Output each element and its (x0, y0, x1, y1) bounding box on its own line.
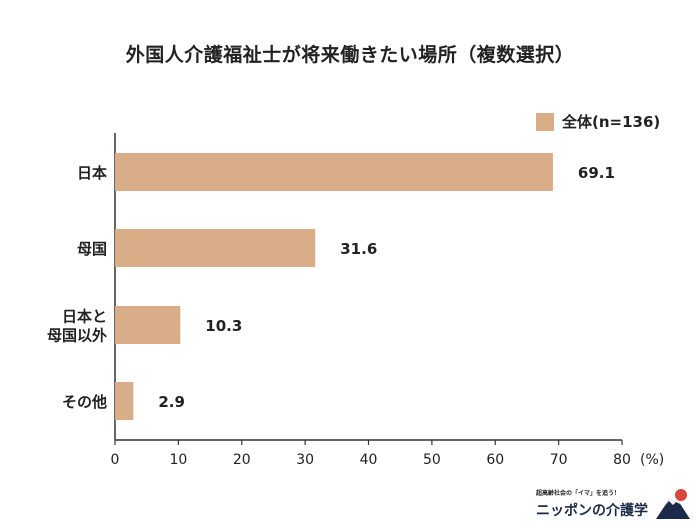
data-label: 31.6 (340, 240, 377, 258)
legend-swatch (536, 112, 554, 131)
category-label: その他 (62, 393, 107, 411)
x-tick-label: 70 (550, 452, 568, 468)
x-axis-unit: (%) (640, 452, 664, 468)
bar (115, 382, 134, 420)
data-label: 2.9 (158, 393, 185, 411)
bar (115, 153, 553, 191)
logo-tagline: 超高齢社会の「イマ」を追う！ (536, 490, 621, 497)
x-tick-label: 10 (169, 452, 187, 468)
data-label: 10.3 (205, 317, 242, 335)
x-tick-label: 20 (233, 452, 251, 468)
chart-title: 外国人介護福祉士が将来働きたい場所（複数選択） (125, 44, 575, 66)
bar (115, 229, 316, 267)
legend: 全体(n=136) (536, 111, 660, 132)
x-tick-label: 60 (486, 452, 504, 468)
logo-brand: ニッポンの介護学 (536, 503, 648, 519)
x-tick-label: 30 (296, 452, 314, 468)
legend-label: 全体(n=136) (562, 113, 661, 131)
mount-fuji-icon (656, 489, 690, 519)
x-tick-label: 50 (423, 452, 441, 468)
x-tick-label: 40 (360, 452, 378, 468)
category-label: 日本 (77, 164, 107, 182)
x-tick-label: 80 (613, 452, 631, 468)
bar (115, 306, 181, 344)
category-label: 母国 (77, 240, 107, 258)
data-label: 69.1 (578, 164, 615, 182)
x-tick-label: 0 (111, 452, 120, 468)
category-label: 日本と母国以外 (47, 308, 107, 345)
site-logo: 超高齢社会の「イマ」を追う！ ニッポンの介護学 (536, 486, 694, 522)
